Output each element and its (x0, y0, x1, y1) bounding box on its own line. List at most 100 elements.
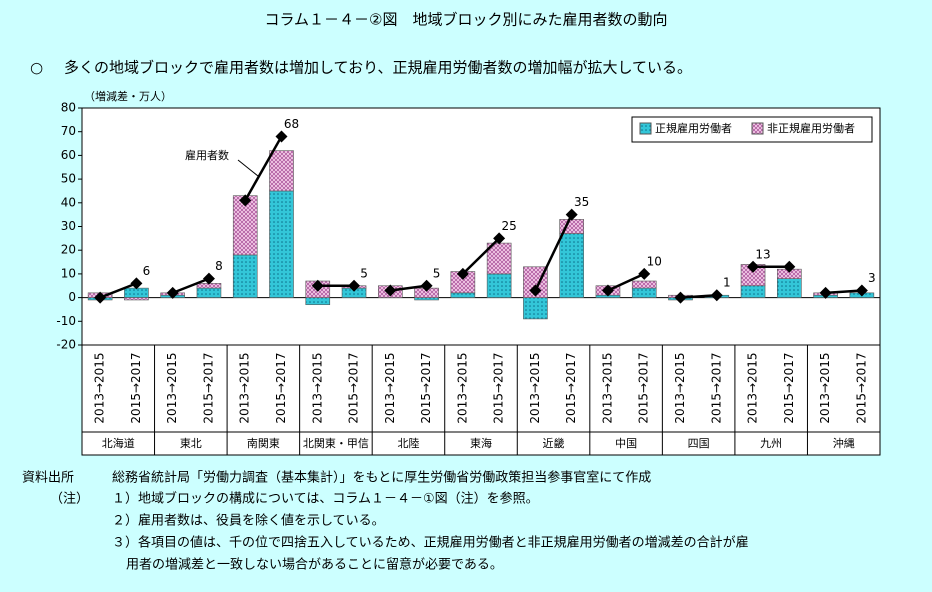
y-tick-label: 0 (68, 290, 76, 304)
line (607, 272, 645, 292)
marker (674, 291, 687, 304)
line (244, 135, 283, 202)
data-label: 10 (647, 254, 662, 268)
marker (384, 284, 397, 297)
marker (855, 284, 868, 297)
marker (638, 267, 651, 280)
x-tick-label: 2013→2015 (818, 352, 832, 423)
x-tick-label: 2015→2017 (274, 352, 288, 423)
data-label: 68 (284, 117, 299, 131)
y-tick-label: -10 (56, 314, 76, 328)
y-tick-label: 20 (61, 243, 76, 257)
marker (130, 277, 143, 290)
marker (493, 232, 506, 245)
marker (601, 284, 614, 297)
marker (456, 267, 469, 280)
y-tick-label: 80 (61, 101, 76, 115)
data-label: 5 (360, 266, 368, 280)
marker (348, 279, 361, 292)
x-tick-label: 2015→2017 (129, 352, 143, 423)
data-label: 13 (755, 247, 770, 261)
data-label: 6 (143, 264, 151, 278)
note: 用者の増減差と一致しない場合があることに留意が必要である。 (126, 557, 503, 573)
group-label: 中国 (615, 437, 637, 450)
x-tick-label: 2015→2017 (709, 352, 723, 423)
y-tick-label: 70 (61, 124, 76, 138)
line (99, 282, 137, 299)
bar (450, 292, 476, 298)
note: ３）各項目の値は、千の位で四捨五入しているため、正規雇用労働者と非正規雇用労働者… (112, 535, 749, 551)
annotation-pointer (237, 159, 259, 177)
data-label: 1 (723, 276, 731, 290)
x-tick-label: 2015→2017 (492, 352, 506, 423)
notes-label: （注） (50, 492, 89, 507)
source-label: 資料出所 (22, 471, 74, 486)
group-label: 北陸 (397, 437, 419, 450)
x-tick-label: 2013→2015 (383, 352, 397, 423)
x-tick-label: 2013→2015 (528, 352, 542, 423)
x-tick-label: 2015→2017 (201, 352, 215, 423)
source: 総務省統計局「労働力調査（基本集計）」をもとに厚生労働省労働政策担当参事官室にて… (112, 470, 651, 486)
y-tick-label: 50 (61, 172, 76, 186)
data-label: 35 (574, 195, 589, 209)
y-tick-label: 60 (61, 148, 76, 162)
marker (420, 279, 433, 292)
note: １）地域ブロックの構成については、コラム１－４－①図（注）を参照。 (112, 491, 539, 507)
line-annotation: 雇用者数 (185, 148, 229, 162)
x-tick-label: 2013→2015 (600, 352, 614, 423)
y-tick-label: 40 (61, 195, 76, 209)
marker (94, 291, 107, 304)
line (825, 289, 862, 295)
x-tick-label: 2013→2015 (673, 352, 687, 423)
bar (523, 297, 548, 320)
marker (710, 289, 723, 302)
group-label: 沖縄 (833, 436, 855, 450)
marker (819, 286, 832, 299)
bar (232, 254, 258, 298)
legend-label: 非正規雇用労働者 (767, 121, 855, 135)
bar (124, 287, 149, 298)
marker (747, 260, 760, 273)
data-label: 8 (215, 259, 223, 273)
data-label: 25 (501, 219, 516, 233)
marker (166, 286, 179, 299)
group-label: 四国 (688, 437, 710, 450)
x-tick-label: 2015→2017 (564, 352, 578, 423)
x-tick-label: 2015→2017 (419, 352, 433, 423)
subtitle: 多くの地域ブロックで雇用者数は増加しており、正規雇用労働者数の増加幅が拡大してい… (64, 59, 692, 77)
bar (486, 273, 512, 298)
group-label: 南関東 (247, 437, 280, 450)
bar (559, 233, 584, 298)
marker (202, 272, 215, 285)
x-tick-label: 2013→2015 (93, 352, 107, 423)
x-tick-label: 2013→2015 (165, 352, 179, 423)
note: ２）雇用者数は、役員を除く値を示している。 (112, 513, 385, 529)
data-label: 3 (868, 271, 876, 285)
legend-swatch (751, 122, 764, 135)
bar (305, 297, 331, 306)
line (534, 214, 573, 292)
group-label: 北関東・甲信 (303, 437, 369, 450)
legend-swatch (639, 122, 652, 135)
chart-title: コラム１－４－②図 地域ブロック別にみた雇用者数の動向 (264, 11, 667, 29)
marker (529, 284, 542, 297)
legend-label: 正規雇用労働者 (655, 121, 732, 135)
line (680, 293, 717, 299)
line (390, 284, 427, 292)
x-tick-label: 2013→2015 (310, 352, 324, 423)
x-tick-label: 2015→2017 (854, 352, 868, 423)
bar (631, 287, 657, 298)
y-axis-label: （増減差・万人） (84, 89, 172, 103)
group-label: 近畿 (543, 436, 565, 450)
x-tick-label: 2013→2015 (238, 352, 252, 423)
marker (239, 194, 252, 207)
bar (631, 280, 657, 289)
bar (269, 190, 294, 298)
group-label: 東北 (180, 437, 202, 450)
group-label: 九州 (760, 437, 782, 450)
x-tick-label: 2013→2015 (455, 352, 469, 423)
marker (311, 279, 324, 292)
marker (275, 130, 288, 143)
y-tick-label: 10 (61, 266, 76, 280)
